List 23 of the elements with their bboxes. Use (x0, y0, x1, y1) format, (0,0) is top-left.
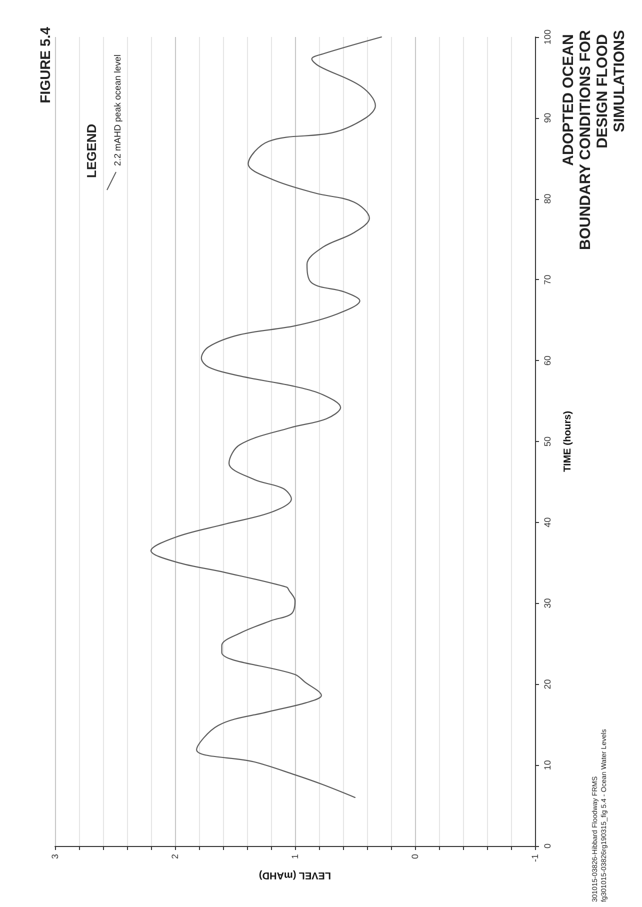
y-tick-label: 40 (542, 517, 552, 528)
caption: FIGURE 5.4 (37, 26, 53, 104)
y-tick-label: 10 (542, 760, 552, 770)
y-tick-label: 70 (542, 274, 552, 285)
x-tick-label: 2 (170, 854, 180, 860)
y-tick-label: 50 (542, 436, 552, 447)
y-tick-label: 0 (542, 843, 552, 849)
x-tick-label: 3 (50, 854, 60, 860)
line-series (150, 36, 382, 798)
y-axis-title: TIME (hours) (562, 410, 574, 472)
text: ADOPTED OCEAN BOUNDARY CONDITIONS FOR DESIGN FLOOD SIMULATIONS (560, 30, 628, 250)
y-tick-label: 20 (542, 679, 552, 690)
y-tick-label: 100 (542, 29, 552, 45)
legend-title: LEGEND (84, 124, 99, 178)
y-tick-label: 90 (542, 112, 552, 123)
x-axis-title: LEVEL (mAHD) (258, 870, 332, 880)
text: 2.2 mAHD peak ocean level (112, 54, 122, 166)
y-tick-label: 60 (542, 356, 552, 366)
x-tick-label: 0 (410, 854, 420, 860)
y-tick-label: 80 (542, 194, 552, 204)
x-tick-label: 1 (290, 854, 300, 860)
y-tick-label: 30 (542, 598, 552, 608)
x-tick-label: -1 (530, 854, 540, 862)
